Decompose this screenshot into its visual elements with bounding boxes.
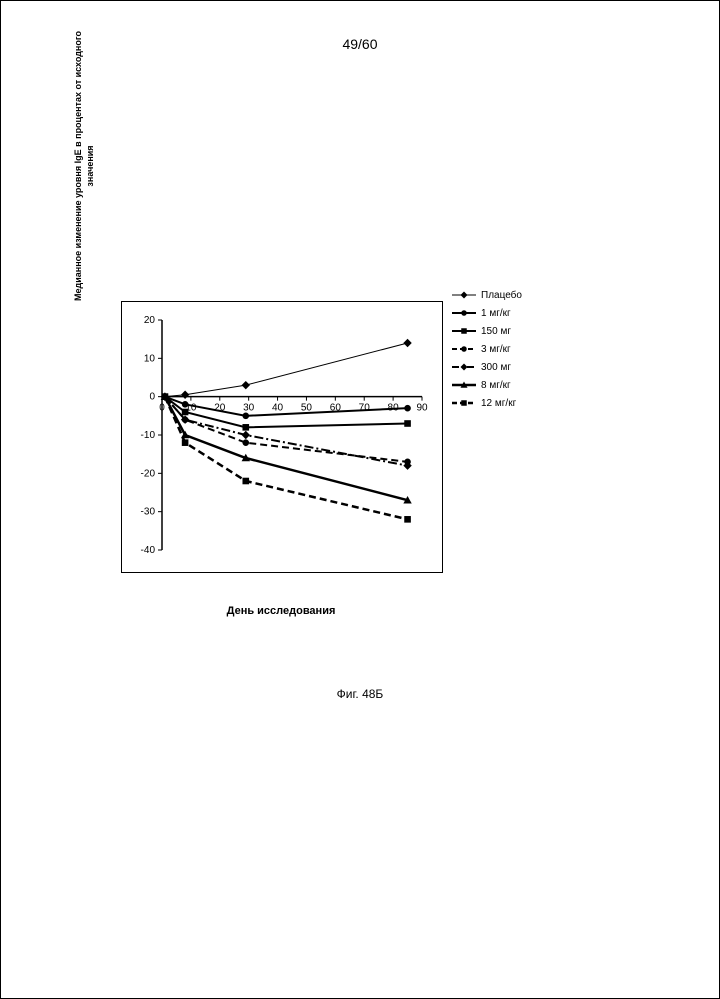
legend-swatch — [451, 396, 477, 410]
y-tick-label: 0 — [149, 392, 155, 403]
x-tick-label: 30 — [243, 403, 255, 414]
legend-swatch — [451, 378, 477, 392]
y-tick-label: -40 — [141, 545, 156, 556]
legend-label: 150 мг — [481, 326, 511, 337]
legend-row: 150 мг — [451, 322, 522, 340]
series-line — [165, 343, 408, 397]
legend-label: Плацебо — [481, 290, 522, 301]
x-tick-label: 70 — [359, 403, 371, 414]
legend-row: Плацебо — [451, 286, 522, 304]
legend-label: 3 мг/кг — [481, 344, 511, 355]
y-tick-label: -10 — [141, 430, 156, 441]
chart-svg: -40-30-20-10010200102030405060708090 — [122, 302, 442, 572]
legend-swatch — [451, 288, 477, 302]
page-number: 49/60 — [1, 36, 719, 52]
legend-swatch — [451, 342, 477, 356]
x-tick-label: 0 — [159, 403, 165, 414]
legend: Плацебо 1 мг/кг 150 мг 3 мг/кг 300 мг 8 мг/кг… — [451, 286, 522, 412]
page: 49/60 Медианное изменение уровня IgE в п… — [0, 0, 720, 999]
legend-row: 8 мг/кг — [451, 376, 522, 394]
legend-row: 3 мг/кг — [451, 340, 522, 358]
figure-caption: Фиг. 48Б — [1, 687, 719, 701]
legend-swatch — [451, 306, 477, 320]
legend-label: 300 мг — [481, 362, 511, 373]
legend-row: 12 мг/кг — [451, 394, 522, 412]
legend-label: 12 мг/кг — [481, 398, 516, 409]
y-tick-label: 10 — [144, 353, 156, 364]
y-tick-label: -30 — [141, 507, 156, 518]
x-tick-label: 40 — [272, 403, 284, 414]
series-line — [165, 397, 408, 416]
y-axis-label-line1: Медианное изменение уровня IgE в процент… — [73, 31, 83, 301]
x-tick-label: 90 — [416, 403, 428, 414]
chart-outer-border: -40-30-20-10010200102030405060708090 — [121, 301, 443, 573]
y-tick-label: -20 — [141, 468, 156, 479]
legend-label: 1 мг/кг — [481, 308, 511, 319]
legend-swatch — [451, 360, 477, 374]
y-axis-label-line2: значения — [85, 31, 95, 301]
y-tick-label: 20 — [144, 315, 156, 326]
legend-row: 1 мг/кг — [451, 304, 522, 322]
legend-row: 300 мг — [451, 358, 522, 376]
legend-label: 8 мг/кг — [481, 380, 511, 391]
legend-swatch — [451, 324, 477, 338]
x-axis-label: День исследования — [121, 605, 441, 617]
